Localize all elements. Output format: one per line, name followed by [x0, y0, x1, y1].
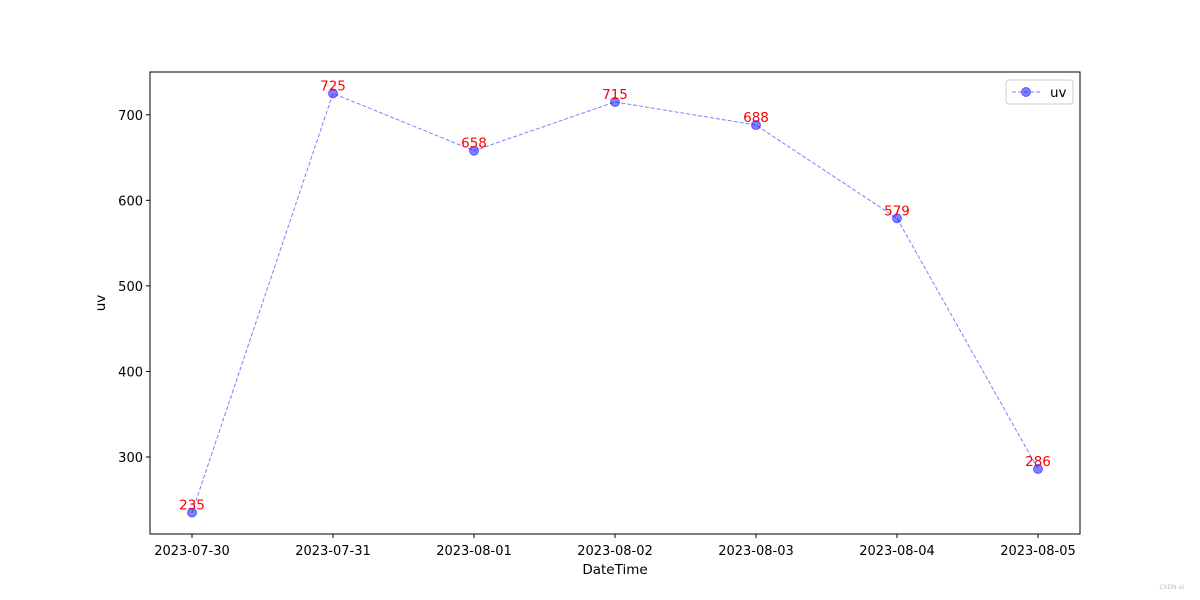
- x-tick-label: 2023-07-31: [295, 544, 371, 559]
- data-point: [892, 213, 902, 224]
- x-axis-label: DateTime: [582, 562, 647, 578]
- y-tick-label: 700: [118, 109, 143, 124]
- data-label: 658: [461, 136, 487, 152]
- y-axis-label: uv: [93, 295, 109, 312]
- legend-entry-uv: uv: [1050, 85, 1067, 101]
- x-tick-label: 2023-08-05: [1000, 544, 1076, 559]
- data-labels: 235 725 658 715 688 579 286: [179, 78, 1051, 513]
- legend-marker: [1021, 87, 1031, 97]
- x-tick-label: 2023-08-01: [436, 544, 512, 559]
- data-point: [469, 145, 479, 156]
- data-label: 286: [1025, 454, 1051, 470]
- data-point: [1033, 463, 1043, 474]
- data-label: 715: [602, 87, 628, 103]
- y-tick-label: 600: [118, 194, 143, 209]
- legend: uv: [1005, 79, 1074, 105]
- data-point: [610, 96, 620, 107]
- data-label: 579: [884, 203, 910, 219]
- y-tick-label: 300: [118, 451, 143, 466]
- series-layer: [187, 88, 1043, 518]
- watermark: CSDN-ai: [1159, 584, 1184, 591]
- data-label: 235: [179, 498, 205, 514]
- plot-frame: [149, 71, 1081, 535]
- data-point: [187, 507, 197, 518]
- x-tick-label: 2023-08-02: [577, 544, 653, 559]
- x-axis-ticks: 2023-07-30 2023-07-31 2023-08-01 2023-08-02…: [154, 534, 1076, 559]
- data-point: [751, 120, 761, 131]
- y-tick-label: 500: [118, 280, 143, 295]
- y-axis-ticks: 300 400 500 600 700: [118, 109, 150, 466]
- x-tick-label: 2023-08-04: [859, 544, 935, 559]
- y-tick-label: 400: [118, 365, 143, 380]
- plot-area: [150, 72, 1080, 534]
- data-point: [328, 88, 338, 99]
- x-tick-label: 2023-08-03: [718, 544, 794, 559]
- x-tick-label: 2023-07-30: [154, 544, 230, 559]
- data-label: 688: [743, 110, 769, 126]
- data-label: 725: [320, 78, 346, 94]
